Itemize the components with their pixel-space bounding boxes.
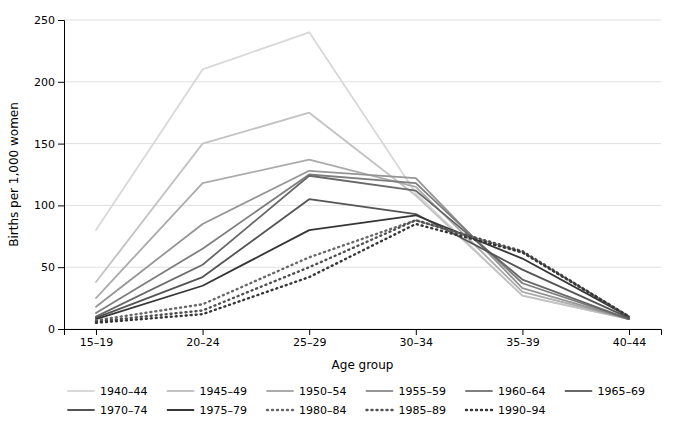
legend-label: 1990–94	[498, 404, 546, 417]
x-tick-label: 40–44	[613, 336, 647, 349]
grid	[64, 20, 661, 329]
legend-swatch	[367, 409, 393, 411]
legend-swatch	[367, 390, 393, 392]
x-tick: 30–34	[400, 329, 434, 349]
y-tick: 0	[48, 323, 64, 336]
legend-item: 1955–59	[367, 385, 447, 398]
x-tick: 15–19	[80, 329, 114, 349]
x-tick-label: 30–34	[400, 336, 434, 349]
legend-label: 1955–59	[399, 385, 447, 398]
legend-item: 1990–94	[466, 404, 546, 417]
legend-swatch	[68, 409, 94, 411]
legend-swatch	[168, 390, 194, 392]
y-tick-mark	[58, 267, 64, 268]
lines	[96, 32, 629, 322]
x-tick-label: 15–19	[80, 336, 114, 349]
legend-label: 1950–54	[299, 385, 347, 398]
y-tick-label: 150	[34, 138, 55, 151]
legend-label: 1975–79	[200, 404, 248, 417]
legend-swatch	[566, 390, 592, 392]
legend-label: 1945–49	[200, 385, 248, 398]
legend-item: 1960–64	[466, 385, 546, 398]
x-tick-label: 20–24	[186, 336, 220, 349]
y-tick-label: 250	[34, 14, 55, 27]
series-line	[96, 113, 629, 319]
series-line	[96, 176, 629, 319]
legend-item: 1980–84	[267, 404, 347, 417]
y-axis: 0 50 100 150 200 250	[34, 14, 65, 336]
legend-label: 1960–64	[498, 385, 546, 398]
legend-item: 1975–79	[168, 404, 248, 417]
y-tick: 250	[34, 14, 64, 27]
x-tick: 20–24	[186, 329, 220, 349]
legend: 1940–44 1945–49 1950–54 1955–59 1960–64 1965–…	[68, 385, 645, 417]
x-tick-mark	[416, 329, 417, 335]
x-tick-mark	[522, 329, 523, 335]
y-axis-title: Births per 1,000 women	[7, 102, 21, 247]
legend-item: 1965–69	[566, 385, 646, 398]
legend-swatch	[267, 390, 293, 392]
x-tick-label: 25–29	[293, 336, 327, 349]
series-line	[96, 220, 629, 320]
series-line	[96, 224, 629, 323]
legend-label: 1985–89	[399, 404, 447, 417]
legend-swatch	[466, 409, 492, 411]
x-tick-mark	[96, 329, 97, 335]
legend-swatch	[267, 409, 293, 411]
y-tick-mark	[58, 20, 64, 21]
y-tick-label: 100	[34, 199, 55, 212]
legend-swatch	[68, 390, 94, 392]
x-tick: 40–44	[613, 329, 647, 349]
x-tick-mark	[203, 329, 204, 335]
x-axis: 15–19 20–24 25–29 30–34 35–39 40–44	[65, 329, 662, 349]
legend-label: 1980–84	[299, 404, 347, 417]
series-line	[96, 32, 629, 319]
y-tick: 200	[34, 76, 64, 89]
legend-label: 1965–69	[598, 385, 646, 398]
y-tick-label: 50	[41, 261, 55, 274]
x-tick: 25–29	[293, 329, 327, 349]
x-axis-title: Age group	[332, 358, 394, 372]
legend-item: 1950–54	[267, 385, 347, 398]
grid-line	[64, 81, 661, 82]
y-tick: 150	[34, 138, 64, 151]
legend-item: 1945–49	[168, 385, 248, 398]
x-tick-label: 35–39	[506, 336, 540, 349]
x-tick-mark	[309, 329, 310, 335]
legend-item: 1940–44	[68, 385, 148, 398]
grid-line	[64, 20, 661, 21]
y-tick-mark	[58, 82, 64, 83]
legend-label: 1970–74	[100, 404, 148, 417]
legend-item: 1985–89	[367, 404, 447, 417]
y-tick-label: 0	[48, 323, 55, 336]
y-tick-mark	[58, 329, 64, 330]
grid-line	[64, 267, 661, 268]
series-line	[96, 199, 629, 318]
y-tick: 100	[34, 199, 64, 212]
y-axis-line	[58, 21, 65, 330]
series-line	[96, 220, 629, 321]
y-tick-label: 200	[34, 76, 55, 89]
x-tick: 35–39	[506, 329, 540, 349]
legend-label: 1940–44	[100, 385, 148, 398]
chart: 15–19 20–24 25–29 30–34 35–39 40–44 0 50 100 150 2…	[0, 0, 685, 433]
plot: 15–19 20–24 25–29 30–34 35–39 40–44 0 50 100 150 2…	[7, 14, 662, 417]
y-tick-mark	[58, 144, 64, 145]
legend-swatch	[466, 390, 492, 392]
x-tick-mark	[629, 329, 630, 335]
y-tick: 50	[41, 261, 64, 274]
series-line	[96, 175, 629, 320]
legend-item: 1970–74	[68, 404, 148, 417]
x-axis-line	[65, 330, 662, 336]
legend-swatch	[168, 409, 194, 411]
y-tick-mark	[58, 205, 64, 206]
